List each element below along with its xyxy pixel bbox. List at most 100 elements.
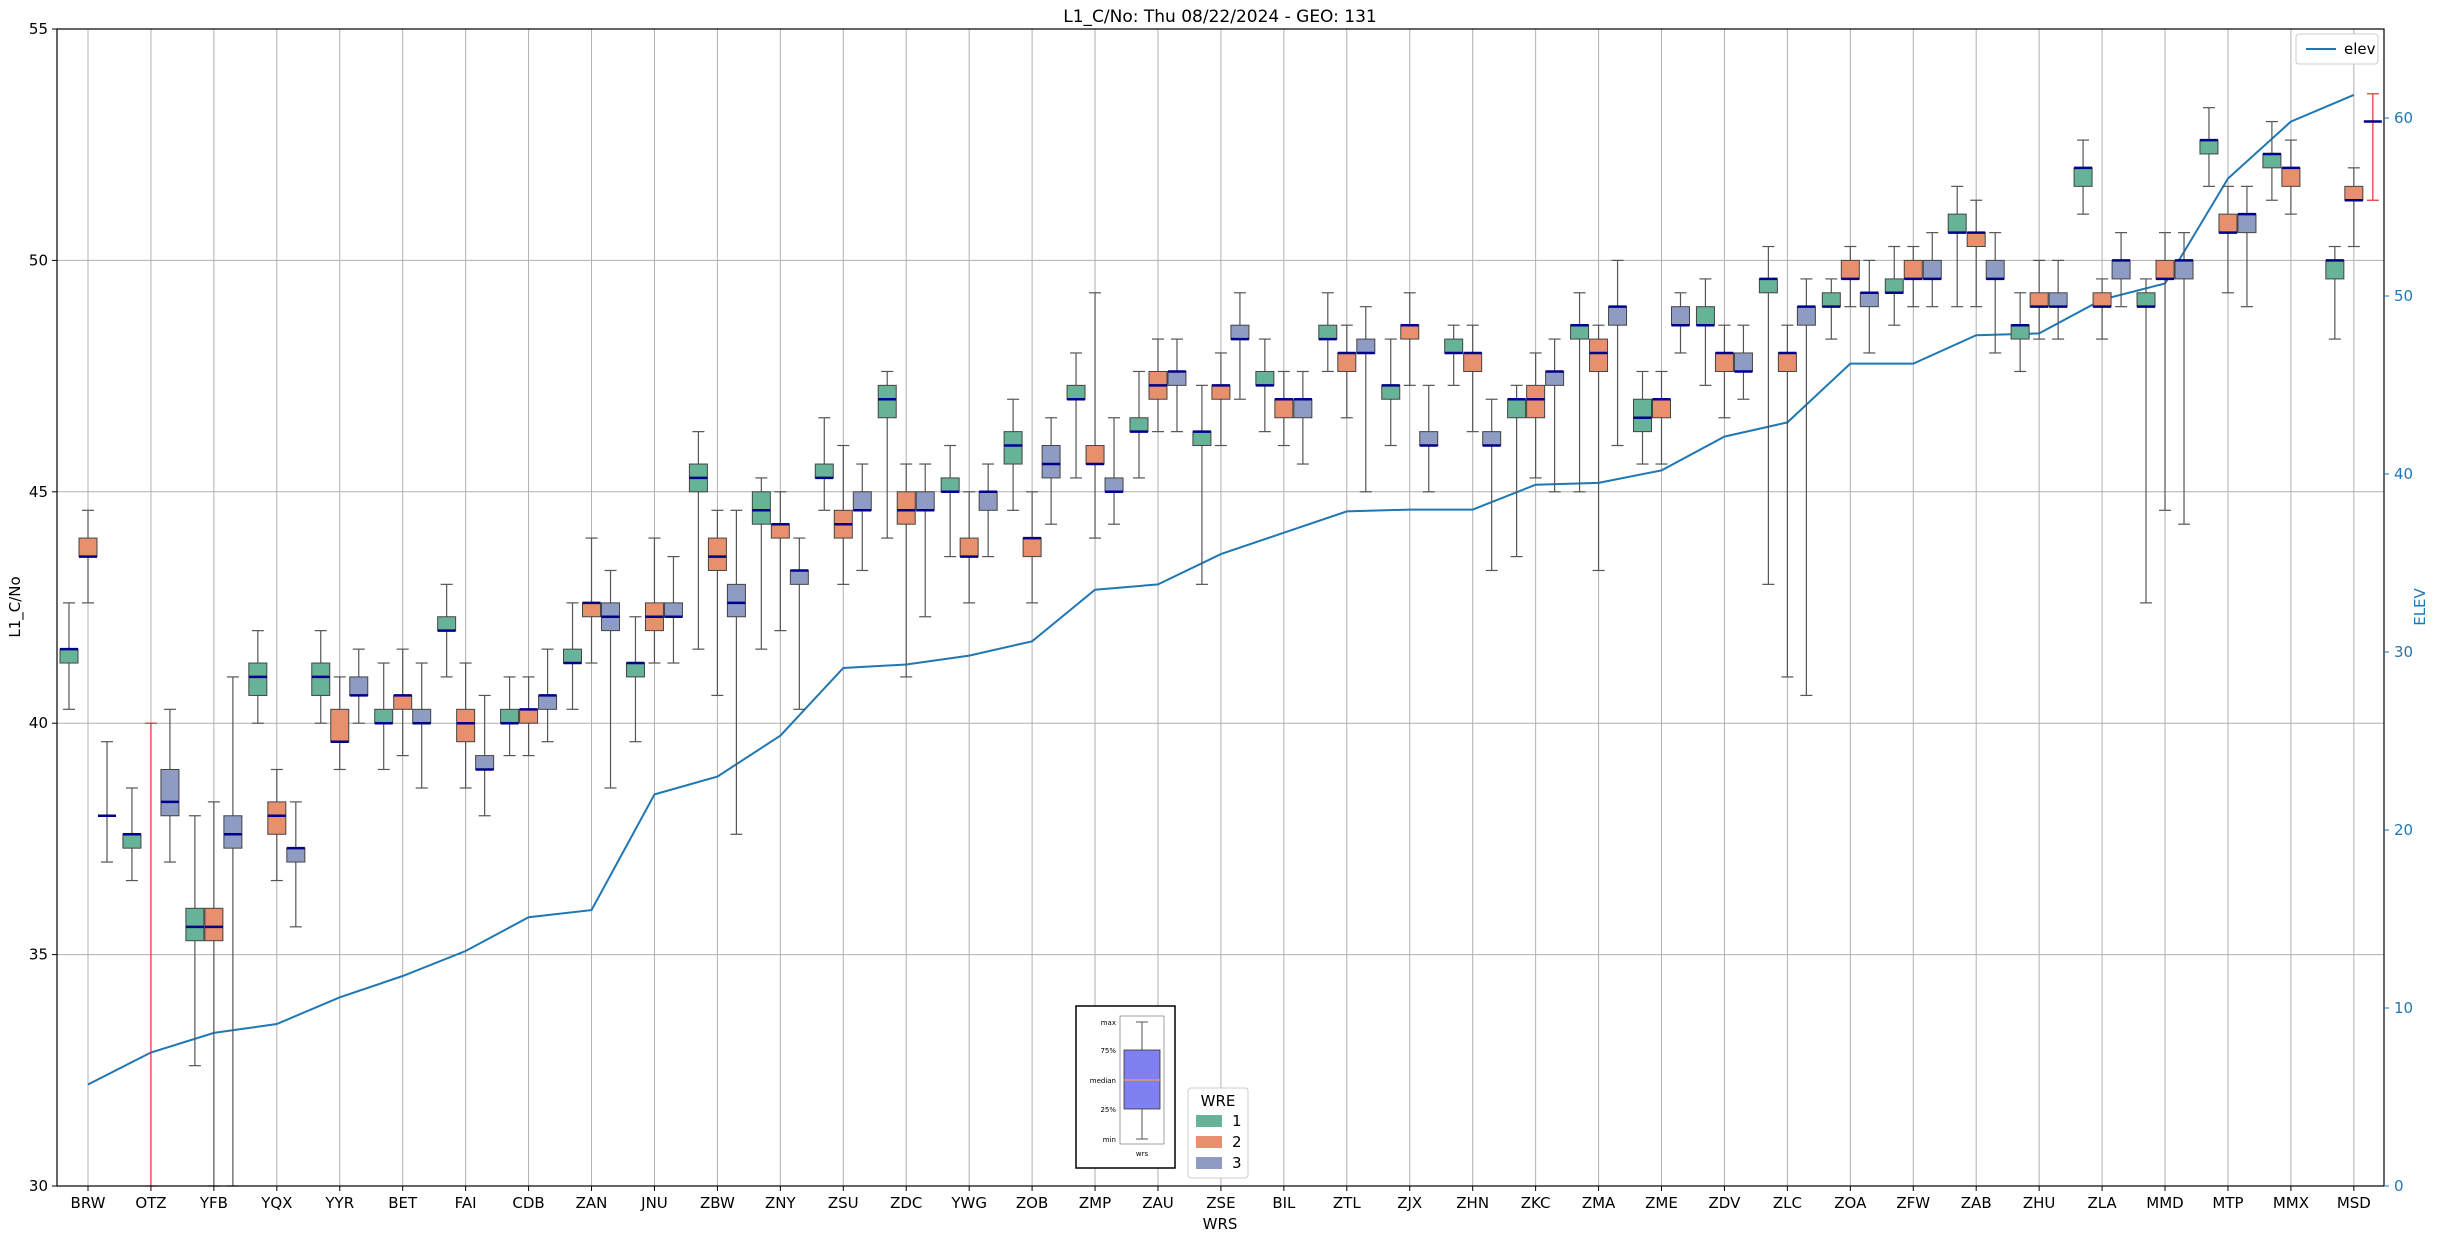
box-iqr xyxy=(582,602,602,618)
box-zlc-wre2 xyxy=(1777,324,1797,678)
box-iqr xyxy=(538,694,558,710)
box-iqr xyxy=(1444,338,1464,354)
elev-legend: elev xyxy=(2295,33,2379,65)
box-yfb-wre2 xyxy=(204,801,224,1187)
y-tick-label: 50 xyxy=(29,251,48,269)
wre-legend-label-2: 2 xyxy=(1232,1133,1242,1151)
y2-tick-label: 0 xyxy=(2394,1177,2404,1195)
box-fai-wre3 xyxy=(475,694,495,817)
box-bet-wre2 xyxy=(393,648,413,757)
box-iqr xyxy=(1293,398,1313,419)
inset-label-q1: 25% xyxy=(1100,1106,1116,1114)
x-axis-ticks: BRW OTZ YFB YQX YYR BET FAI CDB ZAN JNU ZBW ZNY ZSU Z… xyxy=(71,1186,2371,1212)
box-zny-wre3 xyxy=(789,537,809,710)
box-iqr xyxy=(1041,445,1061,479)
box-bet-wre3 xyxy=(412,662,432,789)
wre-legend-label-3: 3 xyxy=(1232,1154,1242,1172)
x-axis-label: WRS xyxy=(1203,1215,1238,1233)
box-iqr xyxy=(1022,537,1042,558)
box-iqr xyxy=(267,801,287,835)
box-iqr xyxy=(1104,477,1124,493)
box-mmd-wre3 xyxy=(2174,232,2194,525)
box-iqr xyxy=(160,768,180,817)
box-iqr xyxy=(1545,370,1565,386)
box-iqr xyxy=(852,491,872,511)
box-iqr xyxy=(330,708,350,743)
x-tick-label: ZLC xyxy=(1773,1194,1802,1212)
box-zhn-wre2 xyxy=(1463,324,1483,433)
box-zma-wre1 xyxy=(1570,292,1590,493)
x-tick-label: FAI xyxy=(455,1194,477,1212)
box-zme-wre1 xyxy=(1633,370,1652,465)
box-zse-wre2 xyxy=(1211,352,1231,447)
x-tick-label: ZAN xyxy=(576,1194,608,1212)
box-zmp-wre2 xyxy=(1085,292,1105,539)
box-yqx-wre1 xyxy=(248,630,268,724)
box-yfb-wre3 xyxy=(223,676,243,1187)
y-tick-label: 55 xyxy=(29,20,48,38)
box-iqr xyxy=(475,755,495,770)
box-zse-wre3 xyxy=(1230,292,1250,400)
box-brw-wre1 xyxy=(59,602,79,710)
box-iqr xyxy=(2155,259,2175,280)
box-iqr xyxy=(2136,292,2156,308)
box-jnu-wre1 xyxy=(625,616,645,743)
box-iqr xyxy=(2262,153,2282,169)
box-iqr xyxy=(1777,352,1797,372)
box-zhn-wre1 xyxy=(1444,324,1464,386)
box-iqr xyxy=(1966,232,1986,248)
box-iqr xyxy=(2092,292,2112,308)
box-iqr xyxy=(2010,324,2030,340)
x-tick-label: BRW xyxy=(71,1194,106,1212)
box-mmd-wre2 xyxy=(2155,232,2175,511)
box-iqr xyxy=(2344,185,2364,201)
box-zsu-wre2 xyxy=(833,444,853,585)
box-iqr xyxy=(2111,259,2131,280)
x-tick-label: ZOB xyxy=(1016,1194,1048,1212)
box-mmx-wre2 xyxy=(2281,139,2301,215)
box-iqr xyxy=(1003,431,1023,465)
y-tick-label: 45 xyxy=(29,483,48,501)
box-iqr xyxy=(185,907,205,942)
box-iqr xyxy=(1758,278,1778,294)
box-iqr xyxy=(2073,167,2093,187)
box-iqr xyxy=(663,602,683,618)
box-ywg-wre3 xyxy=(978,463,998,558)
box-iqr xyxy=(1859,292,1879,308)
box-iqr xyxy=(770,523,790,539)
box-zla-wre2 xyxy=(2092,278,2112,340)
box-zob-wre1 xyxy=(1003,398,1023,511)
box-msd-wre2 xyxy=(2344,167,2364,248)
box-zdv-wre2 xyxy=(1714,324,1734,419)
box-zob-wre2 xyxy=(1022,491,1042,604)
box-iqr xyxy=(814,463,834,479)
box-zbw-wre1 xyxy=(688,431,708,650)
box-iqr xyxy=(1129,417,1149,433)
inset-label-min: min xyxy=(1103,1136,1116,1144)
box-cdb-wre1 xyxy=(500,676,520,757)
box-iqr xyxy=(1192,431,1212,447)
box-ztl-wre1 xyxy=(1318,292,1338,373)
box-iqr xyxy=(374,708,394,724)
x-tick-label: CDB xyxy=(512,1194,544,1212)
box-iqr xyxy=(1463,352,1483,372)
box-zsu-wre3 xyxy=(852,463,872,572)
box-zlc-wre1 xyxy=(1758,245,1778,585)
box-zfw-wre2 xyxy=(1903,245,1923,308)
box-zoa-wre2 xyxy=(1840,245,1860,308)
y-tick-label: 30 xyxy=(29,1177,48,1195)
box-bet-wre1 xyxy=(374,662,394,771)
x-tick-label: BIL xyxy=(1272,1194,1296,1212)
box-zfw-wre3 xyxy=(1922,232,1942,308)
x-tick-label: ZMP xyxy=(1079,1194,1111,1212)
box-zma-wre2 xyxy=(1589,324,1609,572)
box-zma-wre3 xyxy=(1608,259,1628,447)
wre-legend-label-1: 1 xyxy=(1232,1112,1242,1130)
box-iqr xyxy=(349,676,369,696)
wre-legend: WRE 1 2 3 xyxy=(1187,1087,1249,1179)
box-fai-wre1 xyxy=(437,583,457,678)
x-tick-label: ZMA xyxy=(1582,1194,1616,1212)
box-zjx-wre1 xyxy=(1381,338,1401,447)
x-tick-label: BET xyxy=(388,1194,418,1212)
box-iqr xyxy=(1400,324,1420,340)
